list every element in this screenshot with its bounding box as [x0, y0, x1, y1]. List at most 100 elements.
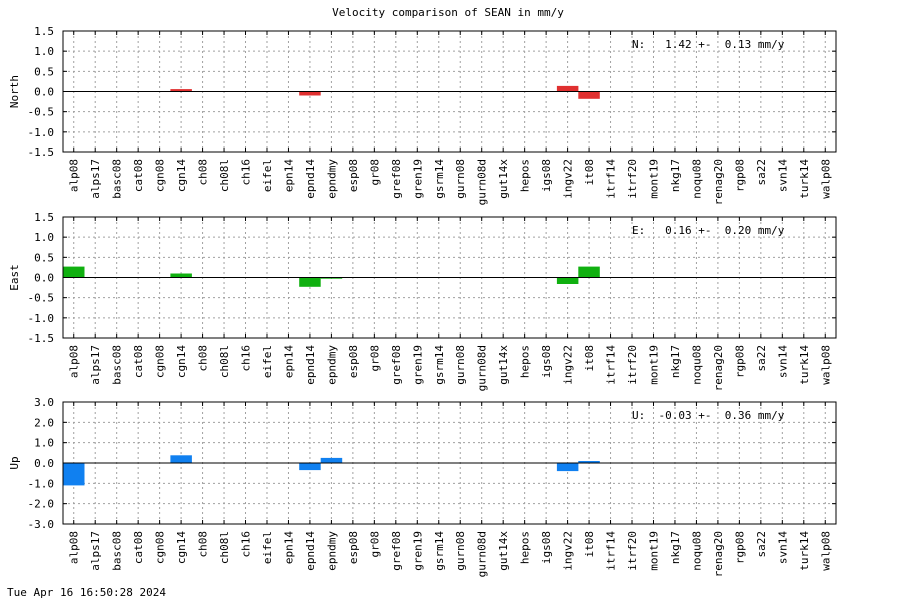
x-tick-label: eifel: [261, 159, 274, 192]
bar-cgn14: [170, 89, 192, 92]
x-tick-label: gut14x: [497, 159, 510, 199]
plot-frame: [62, 401, 837, 525]
x-tick-label: renag20: [712, 159, 725, 205]
y-tick-label: 1.0: [34, 45, 54, 58]
x-tick-label: gurn08: [454, 345, 467, 385]
x-tick-label: alps17: [89, 345, 102, 385]
x-tick-label: basc08: [111, 531, 124, 571]
plot-frame: [62, 30, 837, 153]
stats-annotation: U: -0.03 +- 0.36 mm/y: [632, 409, 785, 422]
x-tick-label: ch16: [240, 159, 253, 186]
x-tick-label: svn14: [776, 159, 789, 192]
bar-ingv22: [556, 463, 579, 472]
y-tick-label: -1.5: [28, 146, 55, 159]
bar-it08: [578, 91, 600, 99]
x-tick-label: sa22: [755, 159, 768, 186]
y-tick-label: 1.5: [34, 25, 54, 38]
x-tick-label: gut14x: [497, 345, 510, 385]
y-tick-label: -1.0: [28, 126, 55, 139]
x-tick-label: ingv22: [562, 345, 575, 385]
x-tick-label: gsrm14: [433, 159, 446, 199]
x-tick-label: gsrm14: [433, 345, 446, 385]
x-tick-label: nkg17: [669, 345, 682, 378]
x-tick-label: sa22: [755, 345, 768, 372]
bar-ingv22: [556, 277, 579, 284]
x-tick-label: rgp08: [733, 345, 746, 378]
x-tick-label: gr08: [368, 531, 381, 558]
x-tick-label: cgn08: [154, 345, 167, 378]
stats-annotation: N: 1.42 +- 0.13 mm/y: [632, 38, 785, 51]
x-tick-label: ch16: [240, 531, 253, 558]
y-tick-label: -2.0: [28, 498, 55, 511]
x-tick-label: itrf14: [605, 531, 618, 571]
x-tick-label: gr08: [368, 345, 381, 372]
x-tick-label: it08: [583, 345, 596, 372]
x-tick-label: nkg17: [669, 159, 682, 192]
x-tick-label: esp08: [347, 159, 360, 192]
y-tick-label: -0.5: [28, 106, 55, 119]
x-tick-label: ingv22: [562, 531, 575, 571]
x-tick-label: ch08l: [218, 159, 231, 192]
x-tick-label: alps17: [89, 159, 102, 199]
x-tick-label: noqu08: [690, 531, 703, 571]
x-tick-label: nkg17: [669, 531, 682, 564]
x-tick-label: itrf20: [626, 159, 639, 199]
y-tick-label: -1.0: [28, 312, 55, 325]
x-tick-label: ch08l: [218, 531, 231, 564]
x-tick-label: ch08: [197, 159, 210, 186]
x-tick-label: cgn14: [175, 345, 188, 378]
x-tick-label: cgn08: [154, 531, 167, 564]
x-tick-label: noqu08: [690, 159, 703, 199]
x-tick-label: epndmy: [325, 159, 338, 199]
x-tick-label: itrf20: [626, 345, 639, 385]
x-tick-label: it08: [583, 531, 596, 558]
x-tick-label: epndmy: [325, 345, 338, 385]
y-tick-label: 0.5: [34, 251, 54, 264]
x-tick-label: alp08: [68, 345, 81, 378]
x-tick-label: turk14: [798, 345, 811, 385]
plot-frame: [62, 216, 837, 339]
x-tick-label: cgn08: [154, 159, 167, 192]
x-tick-label: itrf14: [605, 345, 618, 385]
timestamp: Tue Apr 16 16:50:28 2024: [7, 586, 166, 599]
x-tick-label: igs08: [540, 159, 553, 192]
bar-epnd14: [299, 277, 321, 287]
bar-epndmy: [320, 457, 343, 463]
bar-it08: [578, 266, 600, 278]
x-tick-label: rgp08: [733, 159, 746, 192]
x-tick-label: gr08: [368, 159, 381, 186]
x-tick-label: epnd14: [304, 159, 317, 199]
x-tick-label: cat08: [132, 345, 145, 378]
bar-ingv22: [556, 85, 579, 92]
x-tick-label: epndmy: [325, 531, 338, 571]
x-tick-label: renag20: [712, 531, 725, 577]
stats-annotation: E: 0.16 +- 0.20 mm/y: [632, 224, 785, 237]
y-tick-label: 1.5: [34, 211, 54, 224]
x-tick-label: epnd14: [304, 531, 317, 571]
x-tick-label: gurn08d: [476, 345, 489, 391]
y-tick-label: 0.5: [34, 65, 54, 78]
x-tick-label: esp08: [347, 531, 360, 564]
x-tick-label: ingv22: [562, 159, 575, 199]
y-tick-label: 0.0: [34, 86, 54, 99]
y-tick-label: 1.0: [34, 437, 54, 450]
x-tick-label: rgp08: [733, 531, 746, 564]
x-tick-label: svn14: [776, 345, 789, 378]
x-tick-label: gurn08d: [476, 531, 489, 577]
x-tick-label: cat08: [132, 159, 145, 192]
x-tick-label: gut14x: [497, 531, 510, 571]
y-tick-label: -3.0: [28, 518, 55, 531]
x-tick-label: walp08: [819, 531, 832, 571]
x-tick-label: itrf20: [626, 531, 639, 571]
x-tick-label: igs08: [540, 345, 553, 378]
x-tick-label: hepos: [519, 345, 532, 378]
x-tick-label: gref08: [390, 531, 403, 571]
x-tick-label: gref08: [390, 159, 403, 199]
y-tick-label: 2.0: [34, 416, 54, 429]
bar-epnd14: [299, 91, 321, 96]
bar-cgn14: [170, 455, 192, 463]
chart-title: Velocity comparison of SEAN in mm/y: [332, 6, 564, 19]
x-tick-label: gurn08d: [476, 159, 489, 205]
x-tick-label: itrf14: [605, 159, 618, 199]
x-tick-label: alp08: [68, 159, 81, 192]
